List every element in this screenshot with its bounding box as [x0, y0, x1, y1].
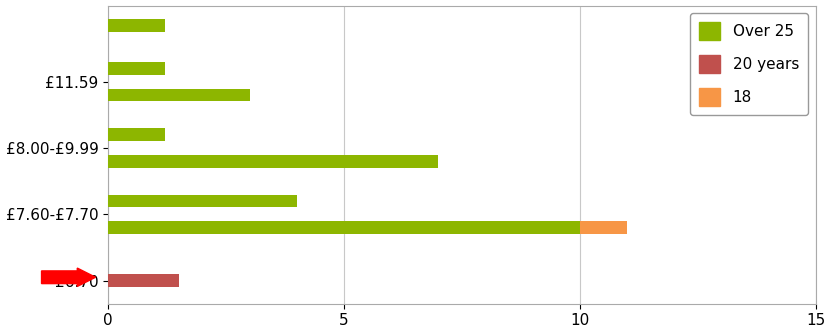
- Bar: [580, 221, 627, 234]
- Bar: [108, 195, 297, 207]
- Bar: [108, 221, 580, 234]
- Bar: [108, 129, 165, 141]
- Bar: [108, 89, 249, 101]
- Bar: [108, 274, 179, 287]
- Bar: [108, 62, 165, 75]
- Bar: [108, 155, 439, 168]
- Legend: Over 25, 20 years, 18: Over 25, 20 years, 18: [690, 13, 809, 115]
- Bar: [108, 19, 165, 32]
